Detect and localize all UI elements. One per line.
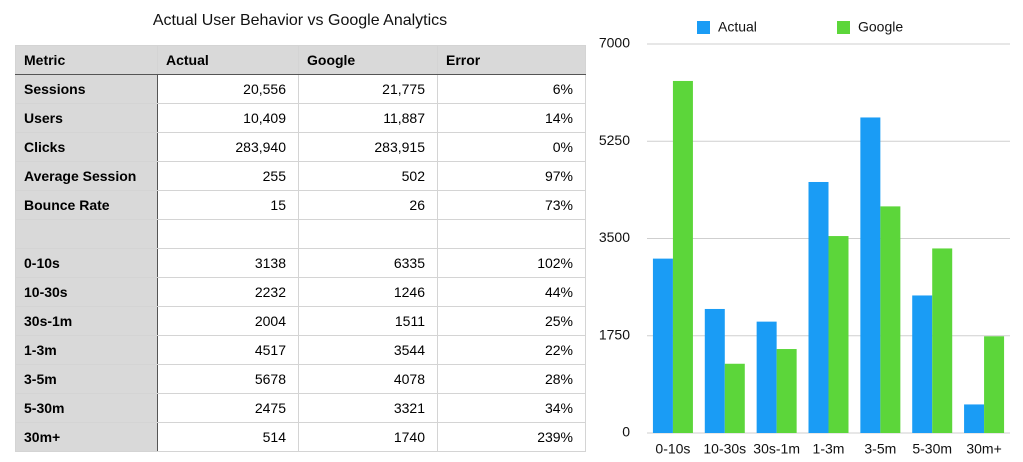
- value-cell: 514: [157, 422, 299, 452]
- value-cell: 4078: [298, 364, 438, 394]
- metric-cell: Clicks: [15, 132, 158, 162]
- x-tick-label: 30m+: [966, 441, 1001, 457]
- value-cell: 4517: [157, 335, 299, 365]
- legend-label: Actual: [718, 19, 757, 35]
- value-cell: 11,887: [298, 103, 438, 133]
- value-cell: 239%: [437, 422, 586, 452]
- y-tick-label: 7000: [599, 35, 630, 51]
- spacer-row: [15, 219, 586, 249]
- value-cell: 44%: [437, 277, 586, 307]
- x-tick-label: 30s-1m: [753, 441, 800, 457]
- bar: [984, 336, 1005, 433]
- metric-cell: Users: [15, 103, 158, 133]
- y-tick-label: 0: [622, 424, 630, 440]
- legend-swatch: [697, 21, 710, 34]
- value-cell: 283,940: [157, 132, 299, 162]
- metric-cell: Bounce Rate: [15, 190, 158, 220]
- x-tick-label: 3-5m: [864, 441, 896, 457]
- x-tick-label: 0-10s: [655, 441, 690, 457]
- column-header: Google: [298, 45, 438, 75]
- value-cell: 2232: [157, 277, 299, 307]
- column-header: Error: [437, 45, 586, 75]
- x-tick-label: 1-3m: [813, 441, 845, 457]
- value-cell: 3138: [157, 248, 299, 278]
- data-table: Metric Actual Google Error Sessions 20,556 21…: [15, 45, 586, 452]
- table-row: 30s-1m 2004 1511 25%: [15, 306, 586, 336]
- metric-cell: 5-30m: [15, 393, 158, 423]
- bar: [776, 349, 797, 433]
- bar: [652, 258, 673, 433]
- value-cell: 2004: [157, 306, 299, 336]
- value-cell: 3321: [298, 393, 438, 423]
- bar: [860, 117, 881, 434]
- table-row: 1-3m 4517 3544 22%: [15, 335, 586, 365]
- table-row: Average Session 255 502 97%: [15, 161, 586, 191]
- bar: [756, 321, 777, 433]
- value-cell: 25%: [437, 306, 586, 336]
- value-cell: 6335: [298, 248, 438, 278]
- bar: [808, 181, 829, 433]
- value-cell: 283,915: [298, 132, 438, 162]
- spacer-cell: [15, 219, 158, 249]
- table-row: 5-30m 2475 3321 34%: [15, 393, 586, 423]
- table-row: Clicks 283,940 283,915 0%: [15, 132, 586, 162]
- x-tick-label: 10-30s: [703, 441, 746, 457]
- metric-cell: 30m+: [15, 422, 158, 452]
- bar: [724, 363, 745, 433]
- legend-swatch: [837, 21, 850, 34]
- table-title: Actual User Behavior vs Google Analytics: [152, 12, 448, 29]
- metric-cell: 30s-1m: [15, 306, 158, 336]
- bar: [932, 248, 953, 433]
- value-cell: 15: [157, 190, 299, 220]
- legend-label: Google: [858, 19, 903, 35]
- bar: [672, 80, 693, 433]
- table-row: 30m+ 514 1740 239%: [15, 422, 586, 452]
- value-cell: 73%: [437, 190, 586, 220]
- metric-cell: 10-30s: [15, 277, 158, 307]
- value-cell: 22%: [437, 335, 586, 365]
- y-tick-label: 3500: [599, 229, 630, 245]
- value-cell: 1740: [298, 422, 438, 452]
- header-row: Metric Actual Google Error: [15, 45, 586, 75]
- spacer-cell: [157, 219, 299, 249]
- table-row: 10-30s 2232 1246 44%: [15, 277, 586, 307]
- value-cell: 1511: [298, 306, 438, 336]
- y-tick-label: 1750: [599, 326, 630, 342]
- metric-cell: Sessions: [15, 74, 158, 104]
- bar: [964, 404, 985, 433]
- metric-cell: 1-3m: [15, 335, 158, 365]
- bar: [704, 308, 725, 433]
- bar: [912, 295, 933, 433]
- spacer-cell: [298, 219, 438, 249]
- y-tick-label: 5250: [599, 132, 630, 148]
- value-cell: 255: [157, 161, 299, 191]
- column-header: Actual: [157, 45, 299, 75]
- bar: [880, 206, 901, 433]
- bar: [828, 236, 849, 433]
- table-row: Sessions 20,556 21,775 6%: [15, 74, 586, 104]
- x-tick-label: 5-30m: [912, 441, 952, 457]
